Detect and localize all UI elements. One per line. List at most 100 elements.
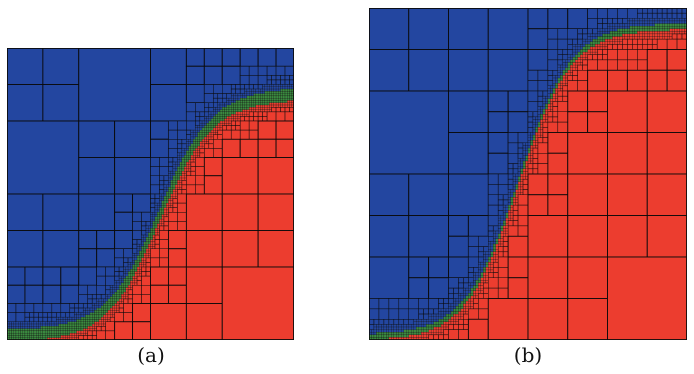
- mesh-cell-inside: [676, 28, 680, 32]
- mesh-cell-outside: [244, 93, 248, 97]
- mesh-cell-inside: [470, 306, 474, 309]
- mesh-cell-outside: [507, 178, 514, 185]
- mesh-cell-interface: [110, 301, 113, 304]
- mesh-cell-outside: [188, 143, 191, 147]
- mesh-cell-outside: [478, 236, 489, 247]
- mesh-cell-inside: [542, 114, 546, 118]
- mesh-cell-inside: [177, 212, 187, 222]
- mesh-cell-outside: [369, 173, 410, 216]
- mesh-cell-interface: [607, 33, 611, 37]
- mesh-cell-outside: [197, 127, 200, 131]
- mesh-cell-inside: [503, 233, 506, 237]
- mesh-cell-inside: [257, 230, 294, 268]
- mesh-cell-interface: [186, 159, 189, 163]
- mesh-cell-outside: [275, 84, 279, 87]
- mesh-cell-outside: [582, 44, 586, 48]
- mesh-cell-interface: [512, 194, 516, 198]
- mesh-cell-inside: [639, 36, 643, 40]
- mesh-cell-outside: [465, 293, 469, 297]
- mesh-cell-inside: [597, 54, 603, 61]
- mesh-cell-outside: [567, 8, 589, 30]
- mesh-cell-inside: [522, 171, 526, 175]
- mesh-cell-inside: [517, 184, 521, 188]
- mesh-cell-outside: [71, 319, 75, 322]
- mesh-cell-interface: [287, 98, 290, 101]
- mesh-cell-inside: [443, 326, 447, 330]
- mesh-cell-outside: [60, 284, 80, 304]
- mesh-cell-inside: [614, 41, 618, 45]
- mesh-cell-interface: [206, 130, 209, 133]
- mesh-cell-inside: [450, 316, 454, 320]
- mesh-cell-inside: [503, 228, 506, 232]
- mesh-cell-interface: [145, 246, 149, 249]
- mesh-cell-inside: [567, 298, 608, 340]
- mesh-cell-interface: [679, 23, 683, 27]
- mesh-cell-inside: [612, 44, 618, 50]
- mesh-cell-inside: [562, 95, 568, 102]
- mesh-cell-inside: [594, 49, 598, 53]
- mesh-cell-inside: [540, 134, 544, 138]
- mesh-cell-outside: [408, 324, 412, 328]
- mesh-cell-interface: [76, 328, 79, 331]
- mesh-cell-interface: [426, 324, 429, 328]
- mesh-cell-interface: [249, 100, 252, 103]
- mesh-cell-interface: [206, 125, 209, 128]
- mesh-cell-inside: [98, 321, 102, 325]
- mesh-cell-interface: [116, 298, 120, 302]
- mesh-cell-inside: [188, 168, 191, 172]
- mesh-cell-outside: [664, 20, 668, 24]
- mesh-cell-interface: [217, 111, 221, 115]
- mesh-cell-inside: [664, 36, 668, 40]
- mesh-cell-interface: [92, 321, 95, 325]
- mesh-cell-inside: [192, 155, 196, 158]
- mesh-cell-interface: [188, 152, 191, 156]
- mesh-cell-interface: [184, 164, 187, 167]
- mesh-cell-interface: [580, 49, 583, 53]
- mesh-cell-outside: [154, 214, 158, 217]
- mesh-cell-outside: [125, 273, 129, 277]
- mesh-cell-interface: [98, 312, 102, 316]
- mesh-cell-inside: [507, 277, 529, 299]
- mesh-cell-inside: [87, 330, 93, 336]
- mesh-cell-inside: [555, 96, 558, 99]
- mesh-cell-inside: [266, 107, 270, 110]
- mesh-cell-inside: [453, 313, 457, 317]
- mesh-cell-interface: [275, 98, 279, 101]
- mesh-cell-outside: [510, 194, 514, 198]
- mesh-cell-inside: [585, 57, 588, 60]
- mesh-cell-outside: [150, 202, 156, 208]
- mesh-cell-outside: [141, 234, 144, 238]
- mesh-cell-inside: [537, 132, 541, 136]
- mesh-cell-outside: [22, 326, 26, 329]
- mesh-cell-interface: [411, 332, 414, 335]
- mesh-cell-interface: [435, 324, 439, 328]
- mesh-cell-interface: [89, 323, 93, 327]
- mesh-cell-interface: [244, 100, 248, 103]
- mesh-cell-outside: [208, 116, 212, 119]
- mesh-cell-inside: [530, 145, 534, 149]
- mesh-cell-outside: [235, 98, 239, 101]
- mesh-cell-inside: [602, 54, 608, 61]
- mesh-cell-interface: [289, 98, 292, 101]
- mesh-cell-outside: [619, 26, 623, 29]
- mesh-cell-interface: [242, 104, 245, 108]
- mesh-cell-inside: [490, 256, 494, 260]
- mesh-cell-inside: [170, 203, 174, 206]
- mesh-cell-outside: [141, 230, 147, 236]
- mesh-cell-outside: [378, 308, 390, 320]
- mesh-cell-outside: [468, 282, 471, 286]
- mesh-cell-inside: [505, 220, 509, 224]
- mesh-cell-inside: [112, 305, 115, 309]
- mesh-cell-outside: [132, 262, 135, 265]
- mesh-cell-inside: [535, 142, 539, 146]
- mesh-cell-outside: [587, 8, 598, 19]
- mesh-cell-interface: [136, 264, 140, 268]
- mesh-cell-outside: [542, 96, 546, 99]
- mesh-cell-interface: [148, 241, 151, 245]
- mesh-cell-inside: [85, 333, 88, 336]
- mesh-cell-outside: [177, 161, 180, 165]
- mesh-cell-interface: [152, 230, 156, 233]
- mesh-cell-interface: [152, 228, 156, 231]
- mesh-cell-outside: [649, 23, 653, 27]
- mesh-cell-inside: [161, 221, 165, 224]
